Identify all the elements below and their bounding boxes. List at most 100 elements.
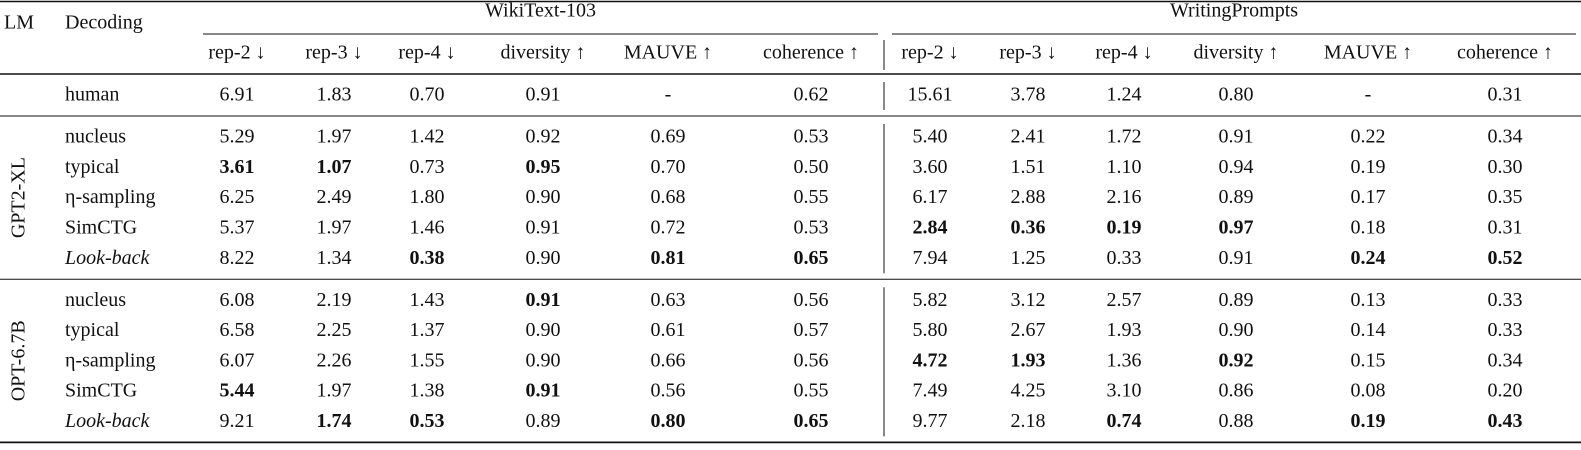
value-cell: 0.95 [526,156,561,178]
value-cell: 0.33 [1488,289,1523,311]
decoding-cell: SimCTG [65,380,137,402]
value-cell: 0.18 [1351,216,1386,238]
group-header: WritingPrompts [1170,0,1298,22]
value-cell: 0.24 [1351,247,1386,269]
decoding-cell: nucleus [65,126,126,148]
header-decoding: Decoding [65,12,143,34]
value-cell: 1.83 [317,84,352,106]
value-cell: 0.62 [794,84,829,106]
group-header: WikiText-103 [485,0,596,22]
value-cell: 0.19 [1351,410,1386,432]
value-cell: 4.72 [913,349,948,371]
value-cell: 0.20 [1488,380,1523,402]
value-cell: 15.61 [908,84,953,106]
value-cell: - [665,84,672,106]
value-cell: 0.15 [1351,349,1386,371]
value-cell: 7.94 [913,247,948,269]
column-header: coherence ↑ [1457,42,1553,64]
value-cell: 1.36 [1107,349,1142,371]
value-cell: 0.22 [1351,126,1386,148]
column-header: coherence ↑ [763,42,859,64]
value-cell: 0.89 [1219,186,1254,208]
decoding-cell: human [65,84,119,106]
value-cell: 4.25 [1011,380,1046,402]
value-cell: 0.19 [1351,156,1386,178]
column-header: MAUVE ↑ [624,42,712,64]
value-cell: 8.22 [220,247,255,269]
column-header: rep-3 ↓ [305,42,362,64]
value-cell: 0.19 [1107,216,1142,238]
column-header: rep-2 ↓ [901,42,958,64]
value-cell: 2.25 [317,319,352,341]
value-cell: 0.65 [794,247,829,269]
value-cell: 0.90 [526,319,561,341]
value-cell: 0.74 [1107,410,1142,432]
value-cell: 1.74 [317,410,352,432]
value-cell: 0.53 [794,216,829,238]
value-cell: 0.13 [1351,289,1386,311]
column-header: diversity ↑ [501,42,586,64]
value-cell: 0.33 [1488,319,1523,341]
value-cell: 0.31 [1488,84,1523,106]
value-cell: 0.81 [651,247,686,269]
value-cell: 0.97 [1219,216,1254,238]
value-cell: 0.70 [651,156,686,178]
value-cell: 0.63 [651,289,686,311]
value-cell: 6.08 [220,289,255,311]
value-cell: 1.37 [410,319,445,341]
value-cell: 0.90 [1219,319,1254,341]
value-cell: 0.57 [794,319,829,341]
header-lm: LM [4,12,34,34]
value-cell: 0.56 [794,289,829,311]
value-cell: 2.26 [317,349,352,371]
value-cell: 1.97 [317,126,352,148]
column-header: rep-3 ↓ [999,42,1056,64]
value-cell: 2.49 [317,186,352,208]
value-cell: 0.94 [1219,156,1254,178]
value-cell: 0.91 [526,380,561,402]
value-cell: - [1365,84,1372,106]
value-cell: 0.35 [1488,186,1523,208]
value-cell: 0.91 [526,216,561,238]
column-header: diversity ↑ [1194,42,1279,64]
value-cell: 0.43 [1488,410,1523,432]
value-cell: 0.53 [794,126,829,148]
value-cell: 3.60 [913,156,948,178]
value-cell: 0.92 [1219,349,1254,371]
value-cell: 0.91 [1219,247,1254,269]
value-cell: 1.25 [1011,247,1046,269]
lm-label: GPT2-XL [8,157,30,238]
decoding-cell: typical [65,156,120,178]
decoding-cell: nucleus [65,289,126,311]
column-header: MAUVE ↑ [1324,42,1412,64]
column-header: rep-2 ↓ [208,42,265,64]
value-cell: 2.41 [1011,126,1046,148]
value-cell: 0.73 [410,156,445,178]
value-cell: 1.10 [1107,156,1142,178]
value-cell: 0.52 [1488,247,1523,269]
value-cell: 6.17 [913,186,948,208]
decoding-cell: Look-back [64,247,151,269]
value-cell: 1.42 [410,126,445,148]
value-cell: 6.91 [220,84,255,106]
decoding-cell: η-sampling [65,349,155,371]
value-cell: 0.80 [1219,84,1254,106]
value-cell: 0.91 [526,84,561,106]
value-cell: 1.34 [317,247,352,269]
value-cell: 1.55 [410,349,445,371]
value-cell: 2.18 [1011,410,1046,432]
lm-label: OPT-6.7B [8,320,30,401]
decoding-cell: typical [65,319,120,341]
value-cell: 0.72 [651,216,686,238]
value-cell: 0.66 [651,349,686,371]
value-cell: 0.90 [526,349,561,371]
value-cell: 9.21 [220,410,255,432]
value-cell: 0.69 [651,126,686,148]
value-cell: 0.31 [1488,216,1523,238]
value-cell: 0.34 [1488,126,1523,148]
value-cell: 2.88 [1011,186,1046,208]
value-cell: 0.89 [1219,289,1254,311]
value-cell: 6.07 [220,349,255,371]
value-cell: 0.53 [410,410,445,432]
